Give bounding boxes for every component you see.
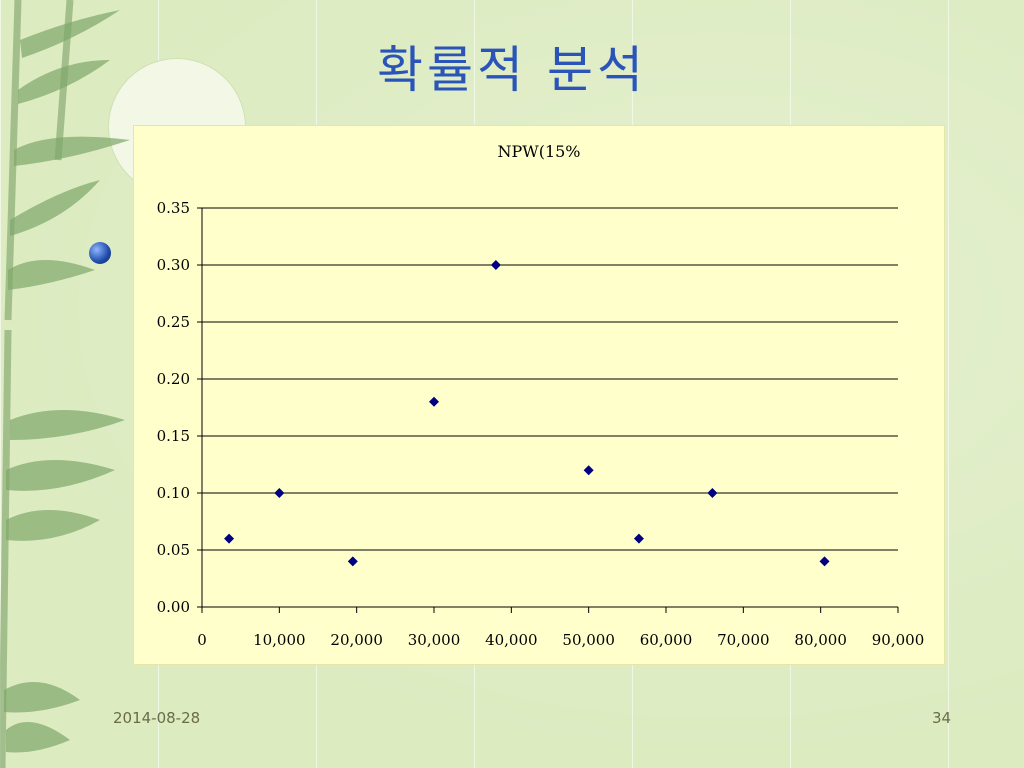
footer-date: 2014-08-28 (113, 709, 201, 727)
y-tick-label: 0.25 (157, 313, 190, 331)
data-point (429, 396, 439, 407)
y-tick-labels: 0.00 0.05 0.10 0.15 0.20 0.25 0.30 0.35 (157, 199, 190, 616)
y-tick-label: 0.00 (157, 598, 190, 616)
x-tick-label: 10,000 (253, 631, 305, 649)
y-tick-label: 0.20 (157, 370, 190, 388)
gridlines (202, 207, 898, 608)
x-tick-label: 80,000 (794, 631, 847, 649)
data-point (347, 556, 358, 567)
data-point (274, 488, 285, 498)
x-tick-label: 40,000 (485, 631, 538, 649)
data-point (707, 488, 718, 498)
page-number: 34 (932, 709, 952, 727)
chart-title: NPW(15% (497, 142, 581, 161)
x-tick-label: 30,000 (408, 631, 461, 649)
data-point (583, 465, 594, 476)
scatter-plot: 0.00 0.05 0.10 0.15 0.20 0.25 0.30 0.35 0 10,000… (157, 199, 925, 649)
axes (197, 207, 899, 613)
chart-area: NPW(15% 0.00 0.05 0.10 0.15 0.20 0.25 0.30 0.35… (133, 125, 945, 665)
x-tick-label: 20,000 (330, 631, 383, 649)
x-tick-label: 50,000 (562, 631, 615, 649)
y-tick-label: 0.15 (157, 427, 190, 445)
y-tick-label: 0.35 (157, 199, 190, 217)
x-tick-labels: 0 10,000 20,000 30,000 40,000 50,000 60,000 70,… (197, 631, 924, 649)
data-point (224, 533, 235, 544)
slide-title: 확률적 분석 (377, 41, 647, 99)
y-tick-label: 0.30 (157, 256, 190, 274)
x-tick-label: 0 (197, 631, 207, 649)
x-tick-label: 90,000 (872, 631, 925, 649)
y-tick-label: 0.10 (157, 484, 190, 502)
data-point (490, 260, 501, 270)
y-tick-label: 0.05 (157, 541, 190, 559)
bamboo-decoration (0, 0, 130, 768)
data-markers (224, 260, 830, 567)
bullet-icon (89, 242, 111, 264)
data-point (819, 556, 830, 567)
x-tick-label: 60,000 (640, 631, 693, 649)
x-tick-label: 70,000 (717, 631, 770, 649)
data-point (633, 533, 644, 544)
